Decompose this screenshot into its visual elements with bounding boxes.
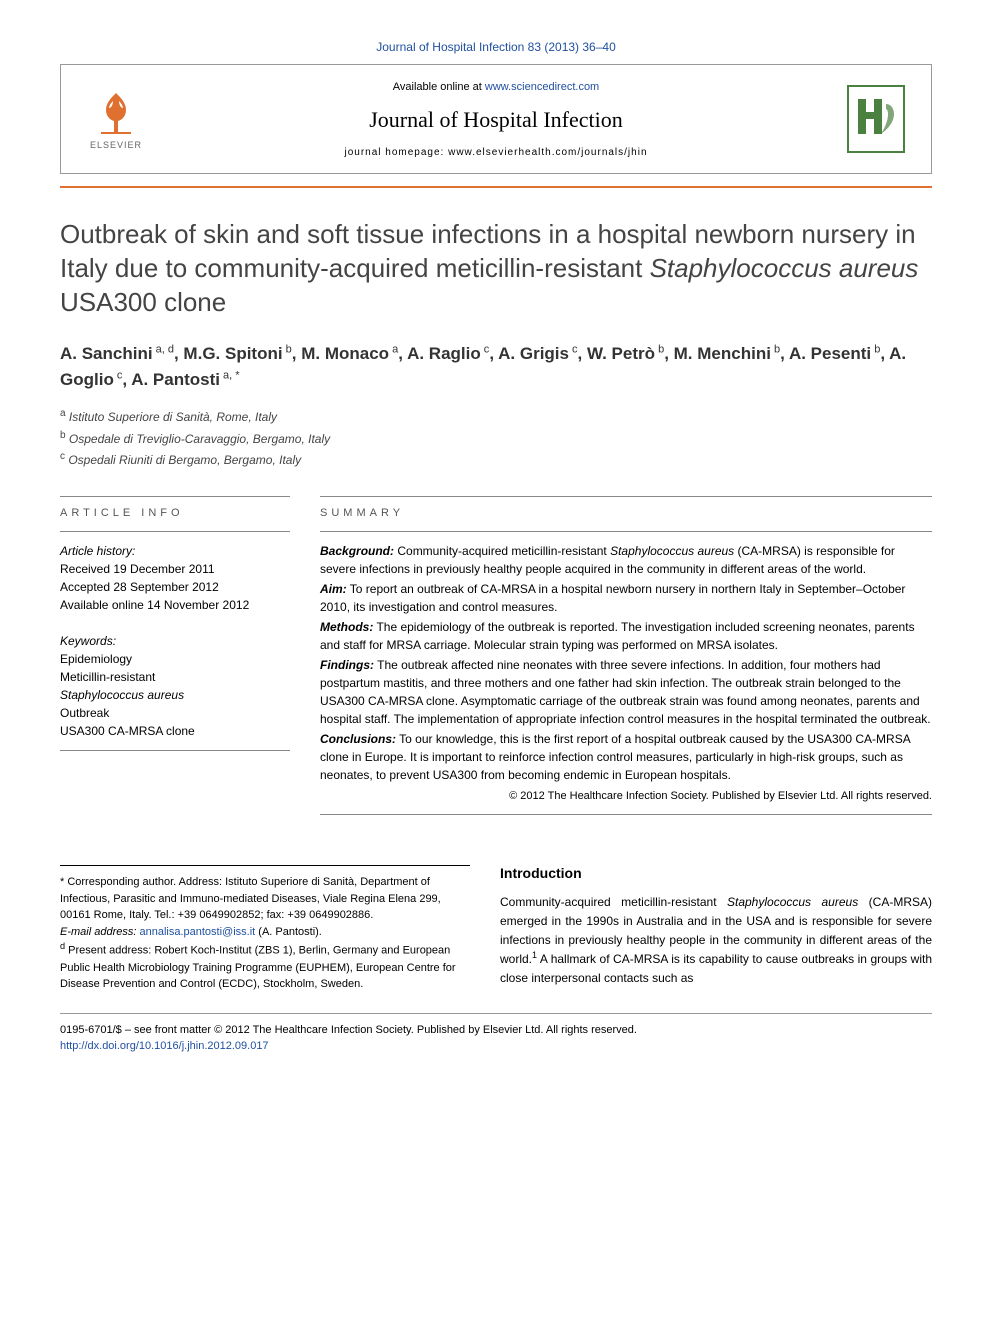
available-online-text: Available online at www.sciencedirect.co…: [151, 81, 841, 93]
introduction-body: Community-acquired meticillin-resistant …: [500, 893, 932, 987]
keyword: Epidemiology: [60, 650, 290, 668]
summary-body: Background: Community-acquired meticilli…: [320, 531, 932, 816]
background-text: Community-acquired meticillin-resistant …: [320, 544, 895, 576]
doi-link[interactable]: http://dx.doi.org/10.1016/j.jhin.2012.09…: [60, 1040, 269, 1052]
keyword: Meticillin-resistant: [60, 668, 290, 686]
copyright-line: © 2012 The Healthcare Infection Society.…: [320, 788, 932, 805]
introduction-column: Introduction Community-acquired meticill…: [500, 865, 932, 992]
article-history: Article history: Received 19 December 20…: [60, 531, 290, 614]
authors-list: A. Sanchini a, d, M.G. Spitoni b, M. Mon…: [60, 341, 932, 392]
introduction-head: Introduction: [500, 865, 932, 881]
online-date: Available online 14 November 2012: [60, 596, 290, 614]
citation: Journal of Hospital Infection 83 (2013) …: [60, 40, 932, 54]
availability-box: ELSEVIER Available online at www.science…: [60, 64, 932, 174]
front-matter-line: 0195-6701/$ – see front matter © 2012 Th…: [60, 1022, 932, 1039]
background-label: Background:: [320, 544, 394, 558]
email-line: E-mail address: annalisa.pantosti@iss.it…: [60, 924, 470, 941]
article-info-head: ARTICLE INFO: [60, 496, 290, 519]
present-address: d Present address: Robert Koch-Institut …: [60, 940, 470, 992]
affiliations: a Istituto Superiore di Sanità, Rome, It…: [60, 406, 932, 470]
keywords-block: Keywords: Epidemiology Meticillin-resist…: [60, 632, 290, 751]
article-info-column: ARTICLE INFO Article history: Received 1…: [60, 496, 290, 816]
keyword: USA300 CA-MRSA clone: [60, 722, 290, 740]
homepage-prefix: journal homepage:: [344, 147, 448, 158]
keyword: Outbreak: [60, 704, 290, 722]
email-label: E-mail address:: [60, 926, 139, 938]
received-date: Received 19 December 2011: [60, 560, 290, 578]
aim-text: To report an outbreak of CA-MRSA in a ho…: [320, 582, 905, 614]
aim-label: Aim:: [320, 582, 347, 596]
affiliation-c: Ospedali Riuniti di Bergamo, Bergamo, It…: [68, 453, 301, 467]
affiliation-a: Istituto Superiore di Sanità, Rome, Ital…: [69, 410, 277, 424]
history-label: Article history:: [60, 542, 290, 560]
elsevier-tree-icon: [91, 88, 141, 138]
journal-name: Journal of Hospital Infection: [151, 107, 841, 133]
conclusions-text: To our knowledge, this is the first repo…: [320, 732, 910, 782]
corresponding-author: * Corresponding author. Address: Istitut…: [60, 874, 470, 924]
available-prefix: Available online at: [393, 81, 485, 93]
conclusions-label: Conclusions:: [320, 732, 396, 746]
methods-text: The epidemiology of the outbreak is repo…: [320, 620, 915, 652]
methods-label: Methods:: [320, 620, 373, 634]
info-summary-row: ARTICLE INFO Article history: Received 1…: [60, 496, 932, 816]
findings-text: The outbreak affected nine neonates with…: [320, 658, 931, 726]
homepage-url[interactable]: www.elsevierhealth.com/journals/jhin: [448, 147, 647, 158]
accepted-date: Accepted 28 September 2012: [60, 578, 290, 596]
elsevier-label: ELSEVIER: [90, 140, 142, 150]
footer: 0195-6701/$ – see front matter © 2012 Th…: [60, 1013, 932, 1055]
keywords-label: Keywords:: [60, 632, 290, 650]
email-link[interactable]: annalisa.pantosti@iss.it: [139, 926, 255, 938]
journal-homepage: journal homepage: www.elsevierhealth.com…: [151, 147, 841, 158]
journal-header: Journal of Hospital Infection 83 (2013) …: [60, 40, 932, 188]
footnote-column: * Corresponding author. Address: Istitut…: [60, 865, 470, 992]
bottom-row: * Corresponding author. Address: Istitut…: [60, 865, 932, 992]
title-species: Staphylococcus aureus: [650, 253, 919, 283]
keyword: Staphylococcus aureus: [60, 686, 290, 704]
sciencedirect-link[interactable]: www.sciencedirect.com: [485, 81, 599, 93]
elsevier-logo: ELSEVIER: [81, 79, 151, 159]
summary-column: SUMMARY Background: Community-acquired m…: [320, 496, 932, 816]
summary-head: SUMMARY: [320, 496, 932, 519]
findings-label: Findings:: [320, 658, 374, 672]
jhi-logo-icon: [846, 84, 906, 154]
email-name: (A. Pantosti).: [255, 926, 322, 938]
title-part3: USA300 clone: [60, 287, 226, 317]
journal-logo: [841, 79, 911, 159]
affiliation-b: Ospedale di Treviglio-Caravaggio, Bergam…: [69, 432, 330, 446]
article-title: Outbreak of skin and soft tissue infecti…: [60, 218, 932, 319]
